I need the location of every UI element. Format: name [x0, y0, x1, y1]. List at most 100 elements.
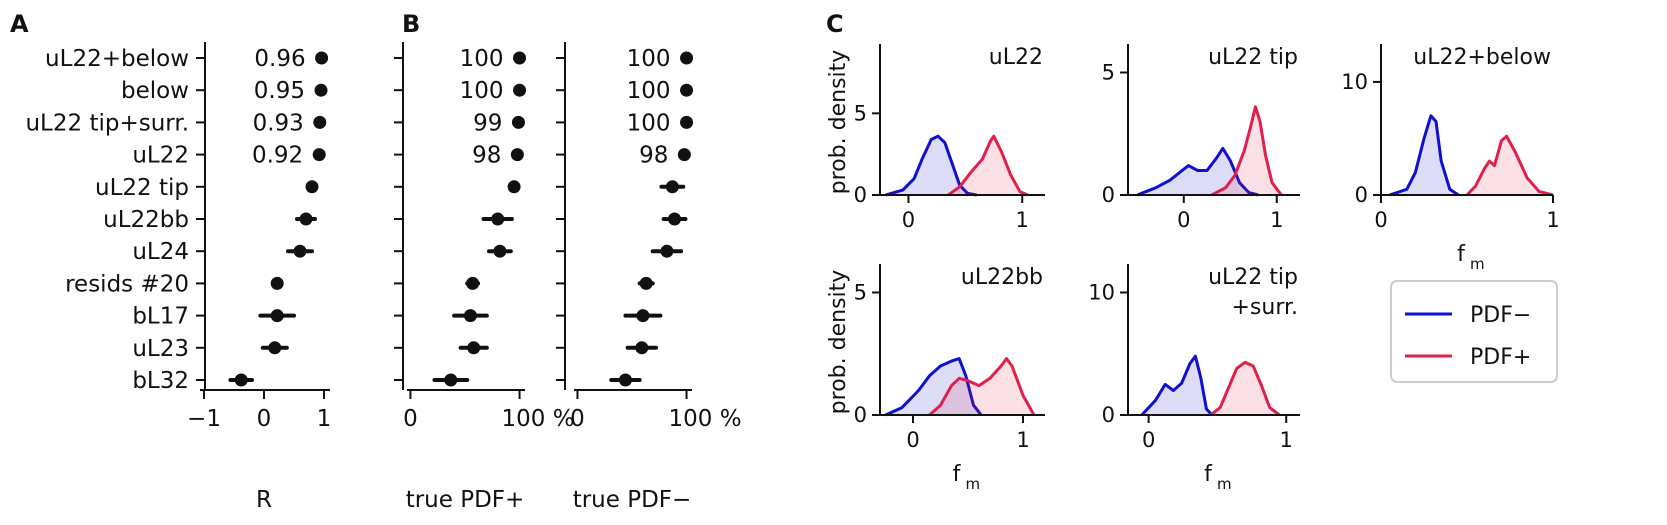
density-panel-3-title: uL22bb [961, 265, 1043, 290]
density-panel-1-y-tick-label: 5 [1102, 61, 1115, 85]
density-panel-2-y-tick-label: 10 [1341, 70, 1368, 94]
panel-letter-b: B [402, 10, 420, 38]
panel-a-point [270, 276, 284, 290]
panel-b1-point [444, 373, 458, 387]
density-panel-2-x-label-sub: m [1470, 255, 1485, 273]
density-panel-2-x-tick-label: 1 [1546, 208, 1559, 232]
density-panel-1-x-tick-label: 0 [1177, 208, 1190, 232]
density-panel-0-pdf-minus-line [885, 134, 977, 197]
panel-letter-c: C [826, 10, 844, 38]
panel-b1-point [513, 83, 527, 97]
density-panel-3-y-tick-label: 5 [854, 281, 867, 305]
category-label: bL17 [132, 304, 189, 330]
density-panel-4-x-tick-label: 1 [1280, 428, 1293, 452]
density-panel-4-title-2: +surr. [1231, 295, 1298, 320]
panel-a-point [314, 83, 328, 97]
density-panel-3-x-label: f [953, 462, 962, 487]
panel-b2-point [677, 148, 691, 162]
panel-a-point [234, 373, 248, 387]
panel-b1-point [507, 180, 521, 194]
density-y-label: prob. density [826, 270, 851, 415]
panel-a-point [293, 244, 307, 258]
panel-a-x-tick-label: −1 [187, 406, 221, 432]
density-panel-2-pdf-plus-fill [1467, 136, 1553, 195]
density-panel-4-title: uL22 tip [1208, 265, 1298, 290]
density-panel-3-x-label-sub: m [966, 475, 981, 493]
density-panel-0-y-tick-label: 0 [854, 183, 867, 207]
panel-a-x-tick-label: 1 [317, 406, 332, 432]
panel-b1-value-label: 100 [460, 46, 504, 72]
density-panel-4-x-label: f [1204, 462, 1213, 487]
panel-b1-x-label: true PDF+ [406, 487, 525, 513]
density-panel-2-pdf-minus-line [1389, 114, 1460, 197]
density-panel-2-title: uL22+below [1413, 45, 1551, 70]
panel-b1-x-tick-label: 100 % [502, 406, 575, 432]
panel-b1-point [491, 212, 505, 226]
density-panel-1-pdf-minus-line [1136, 146, 1259, 197]
density-panel-0-y-tick-label: 5 [854, 101, 867, 125]
density-panel-2-y-tick-label: 0 [1355, 183, 1368, 207]
density-panel-4-pdf-plus-line [1209, 360, 1281, 417]
panel-b1-point [513, 51, 527, 65]
density-panel-4-pdf-minus-fill [1141, 356, 1212, 415]
density-panel-3-pdf-plus-fill [929, 358, 1034, 415]
density-panel-4-y-tick-label: 10 [1088, 281, 1115, 305]
density-panel-2-x-tick-label: 0 [1374, 208, 1387, 232]
panel-a-point [313, 115, 327, 129]
panel-b2-value-label: 100 [627, 46, 671, 72]
panel-b1-x-tick-label: 0 [403, 406, 418, 432]
density-panel-0-pdf-plus-line [947, 134, 1029, 197]
panel-b2-point [665, 180, 679, 194]
category-label: bL32 [132, 368, 189, 394]
panel-a-value-label: 0.92 [252, 143, 303, 169]
density-panel-0-pdf-minus-fill [885, 136, 977, 195]
panel-b2-x-label: true PDF− [573, 487, 692, 513]
density-panel-0-x-tick-label: 1 [1016, 208, 1029, 232]
density-panel-0-pdf-plus-fill [948, 136, 1028, 195]
density-panel-3-pdf-plus-line [928, 357, 1036, 417]
density-panel-1-title: uL22 tip [1208, 45, 1298, 70]
panel-a-point [268, 341, 282, 355]
panel-letter-a: A [10, 10, 29, 38]
legend-label-pdf-minus: PDF− [1470, 303, 1531, 328]
panel-a-point [315, 51, 329, 65]
density-panel-3-x-tick-label: 0 [906, 428, 919, 452]
panel-b1-point [463, 309, 477, 323]
panel-b1-point [511, 115, 525, 129]
category-label: uL24 [132, 239, 189, 265]
density-panel-2-pdf-minus-fill [1389, 115, 1459, 195]
panel-a-x-label: R [256, 487, 272, 513]
panel-a-point [305, 180, 319, 194]
density-panel-1-y-tick-label: 0 [1102, 183, 1115, 207]
category-label: uL22 [132, 143, 189, 169]
panel-b2-point [618, 373, 632, 387]
panel-b2-value-label: 98 [639, 143, 668, 169]
category-label: below [121, 78, 189, 104]
panel-b2-point [680, 83, 694, 97]
panel-b2-value-label: 100 [627, 78, 671, 104]
category-label: resids #20 [65, 271, 189, 297]
panel-b1-point [467, 341, 481, 355]
panel-b2-point [639, 276, 653, 290]
density-panel-4-y-tick-label: 0 [1102, 403, 1115, 427]
density-panel-0-x-tick-label: 0 [902, 208, 915, 232]
density-panel-2-pdf-plus-line [1465, 134, 1554, 197]
panel-a-point [312, 148, 326, 162]
density-panel-1-x-tick-label: 1 [1270, 208, 1283, 232]
density-panel-4-pdf-minus-line [1140, 354, 1214, 417]
panel-b2-point [636, 309, 650, 323]
legend-label-pdf-plus: PDF+ [1470, 345, 1531, 370]
density-panel-0-title: uL22 [989, 45, 1043, 70]
panel-b1-point [493, 244, 507, 258]
density-panel-2-x-label: f [1457, 242, 1466, 267]
panel-b2-point [635, 341, 649, 355]
category-label: uL23 [132, 336, 189, 362]
panel-b1-point [466, 276, 480, 290]
panel-b2-point [680, 51, 694, 65]
panel-a-value-label: 0.95 [254, 78, 305, 104]
density-panel-1-pdf-plus-fill [1211, 106, 1282, 195]
density-panel-4-x-tick-label: 0 [1142, 428, 1155, 452]
density-panel-4-pdf-plus-fill [1210, 362, 1280, 415]
